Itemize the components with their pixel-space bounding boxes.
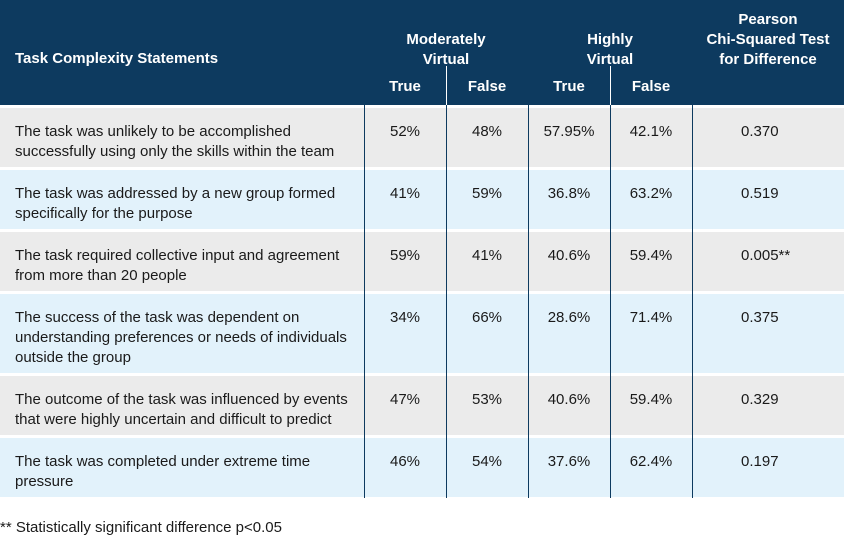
statement-line: that were highly uncertain and difficult… (15, 411, 332, 428)
mv-false-value: 48% (471, 123, 503, 140)
mv-true-value: 52% (389, 123, 421, 140)
hv-false-value: 71.4% (629, 309, 673, 326)
header-mv-false: False (467, 78, 507, 95)
table-row: The task was completed under extreme tim… (0, 435, 844, 497)
hv-true-value: 40.6% (547, 247, 591, 264)
mv-true-value: 59% (389, 247, 421, 264)
header-pc-line3: for Difference (719, 51, 817, 68)
column-divider (610, 105, 611, 498)
mv-false-value: 54% (471, 453, 503, 470)
header-statements: Task Complexity Statements (15, 50, 219, 67)
chi-squared-value: 0.375 (741, 309, 779, 326)
header-pearson: Pearson Chi-Squared Test for Difference (692, 10, 844, 70)
header-hv-line2: Virtual (586, 51, 634, 68)
header-hv-line1: Highly (587, 31, 633, 48)
hv-true-value: 57.95% (543, 123, 595, 140)
statement-line: understanding preferences or needs of in… (15, 329, 347, 346)
hv-true-value: 40.6% (547, 391, 591, 408)
statement-text: The outcome of the task was influenced b… (15, 390, 360, 430)
mv-true-value: 34% (389, 309, 421, 326)
chi-squared-value: 0.197 (741, 453, 779, 470)
statement-line: successfully using only the skills withi… (15, 143, 335, 160)
footnote: ** Statistically significant difference … (0, 519, 282, 536)
header-mv-true: True (389, 78, 421, 95)
table-row: The success of the task was dependent on… (0, 291, 844, 373)
statement-line: outside the group (15, 349, 131, 366)
statement-line: The outcome of the task was influenced b… (15, 391, 348, 408)
hv-true-value: 28.6% (547, 309, 591, 326)
table-row: The task was addressed by a new group fo… (0, 167, 844, 229)
statement-line: The success of the task was dependent on (15, 309, 300, 326)
statement-text: The task was unlikely to be accomplished… (15, 122, 360, 162)
header-hv-false: False (631, 78, 671, 95)
table-row: The task required collective input and a… (0, 229, 844, 291)
header-pc-line2: Chi-Squared Test (706, 31, 830, 48)
hv-true-value: 37.6% (547, 453, 591, 470)
statement-text: The task was completed under extreme tim… (15, 452, 360, 492)
table-body: The task was unlikely to be accomplished… (0, 105, 844, 497)
table-row: The task was unlikely to be accomplished… (0, 105, 844, 167)
header-divider (610, 66, 611, 105)
mv-false-value: 53% (471, 391, 503, 408)
header-highly-virtual: Highly Virtual (528, 30, 692, 70)
mv-true-value: 46% (389, 453, 421, 470)
statement-line: from more than 20 people (15, 267, 187, 284)
table-header: Task Complexity Statements Moderately Vi… (0, 0, 844, 105)
mv-false-value: 41% (471, 247, 503, 264)
hv-true-value: 36.8% (547, 185, 591, 202)
statement-line: The task was addressed by a new group fo… (15, 185, 336, 202)
header-pc-line1: Pearson (738, 11, 798, 28)
hv-false-value: 63.2% (629, 185, 673, 202)
statement-line: The task was unlikely to be accomplished (15, 123, 291, 140)
statement-text: The success of the task was dependent on… (15, 308, 360, 368)
statement-text: The task required collective input and a… (15, 246, 360, 286)
column-divider (692, 105, 693, 498)
chi-squared-value: 0.519 (741, 185, 779, 202)
hv-false-value: 62.4% (629, 453, 673, 470)
statement-line: The task was completed under extreme tim… (15, 453, 311, 470)
hv-false-value: 42.1% (629, 123, 673, 140)
mv-true-value: 47% (389, 391, 421, 408)
table-row: The outcome of the task was influenced b… (0, 373, 844, 435)
statement-line: The task required collective input and a… (15, 247, 340, 264)
statement-line: pressure (15, 473, 74, 490)
header-mv-line1: Moderately (406, 31, 486, 48)
mv-true-value: 41% (389, 185, 421, 202)
hv-false-value: 59.4% (629, 391, 673, 408)
chi-squared-value: 0.370 (741, 123, 779, 140)
header-moderately-virtual: Moderately Virtual (364, 30, 528, 70)
chi-squared-value: 0.329 (741, 391, 779, 408)
column-divider (446, 105, 447, 498)
column-divider (528, 105, 529, 498)
mv-false-value: 66% (471, 309, 503, 326)
mv-false-value: 59% (471, 185, 503, 202)
complexity-table: Task Complexity Statements Moderately Vi… (0, 0, 844, 498)
header-hv-true: True (553, 78, 585, 95)
header-divider (446, 66, 447, 105)
statement-text: The task was addressed by a new group fo… (15, 184, 360, 224)
chi-squared-value: 0.005** (741, 247, 791, 264)
header-mv-line2: Virtual (422, 51, 470, 68)
statement-line: specifically for the purpose (15, 205, 193, 222)
column-divider (364, 105, 365, 498)
hv-false-value: 59.4% (629, 247, 673, 264)
